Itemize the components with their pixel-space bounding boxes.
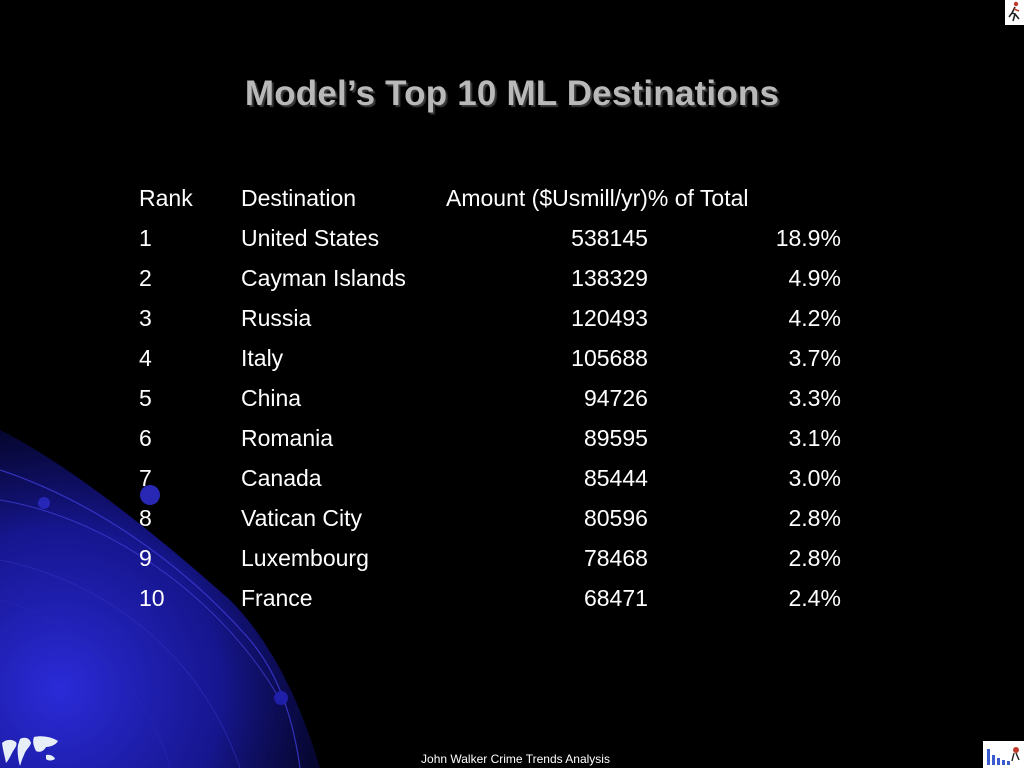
percent-cell: 2.8% [788, 544, 841, 571]
destinations-table: Rank Destination Amount ($Usmill/yr) % o… [139, 178, 841, 618]
rank-cell: 6 [139, 424, 152, 451]
percent-cell: 3.7% [788, 344, 841, 371]
amount-cell: 89595 [583, 424, 648, 451]
table-row: 8 Vatican City 80596 2.8% [139, 498, 841, 538]
percent-cell: 3.1% [788, 424, 841, 451]
amount-cell: 120493 [571, 304, 648, 331]
rank-cell: 2 [139, 264, 152, 291]
header-rank: Rank [139, 184, 193, 211]
destination-cell: Italy [241, 344, 284, 371]
destination-cell: Vatican City [241, 504, 363, 531]
rank-cell: 1 [139, 224, 152, 251]
rank-cell: 3 [139, 304, 152, 331]
rank-cell: 7 [139, 464, 152, 491]
running-figure-icon[interactable] [1005, 0, 1024, 25]
percent-cell: 18.9% [775, 224, 841, 251]
slide-footer: John Walker Crime Trends Analysis [421, 752, 610, 766]
table-row: 10 France 68471 2.4% [139, 578, 841, 618]
rank-cell: 8 [139, 504, 152, 531]
table-header-row: Rank Destination Amount ($Usmill/yr) % o… [139, 178, 841, 218]
destination-cell: Canada [241, 464, 322, 491]
table-row: 1 United States 538145 18.9% [139, 218, 841, 258]
percent-cell: 3.0% [788, 464, 841, 491]
rank-cell: 4 [139, 344, 152, 371]
amount-cell: 538145 [571, 224, 648, 251]
destination-cell: Russia [241, 304, 312, 331]
percent-cell: 4.2% [788, 304, 841, 331]
rank-cell: 5 [139, 384, 152, 411]
table-row: 6 Romania 89595 3.1% [139, 418, 841, 458]
percent-cell: 2.8% [788, 504, 841, 531]
amount-cell: 94726 [583, 384, 648, 411]
destination-cell: France [241, 584, 313, 611]
destination-cell: United States [241, 224, 380, 251]
amount-cell: 78468 [583, 544, 648, 571]
header-percent: % of Total [647, 184, 749, 211]
destination-cell: Luxembourg [241, 544, 369, 571]
table-row: 7 Canada 85444 3.0% [139, 458, 841, 498]
percent-cell: 2.4% [788, 584, 841, 611]
destination-cell: China [241, 384, 302, 411]
destination-cell: Cayman Islands [241, 264, 406, 291]
amount-cell: 85444 [583, 464, 648, 491]
header-amount: Amount ($Usmill/yr) [446, 184, 648, 211]
world-map-icon [2, 736, 58, 766]
header-destination: Destination [241, 184, 357, 211]
rank-cell: 10 [139, 584, 165, 611]
destination-cell: Romania [241, 424, 334, 451]
percent-cell: 4.9% [788, 264, 841, 291]
rank-cell: 9 [139, 544, 152, 571]
slide-title: Model’s Top 10 ML Destinations [244, 74, 780, 113]
table-row: 2 Cayman Islands 138329 4.9% [139, 258, 841, 298]
bar-chart-icon[interactable] [983, 741, 1024, 768]
percent-cell: 3.3% [788, 384, 841, 411]
table-row: 5 China 94726 3.3% [139, 378, 841, 418]
amount-cell: 138329 [571, 264, 648, 291]
table-row: 4 Italy 105688 3.7% [139, 338, 841, 378]
table-row: 9 Luxembourg 78468 2.8% [139, 538, 841, 578]
amount-cell: 105688 [571, 344, 648, 371]
amount-cell: 80596 [583, 504, 648, 531]
table-row: 3 Russia 120493 4.2% [139, 298, 841, 338]
amount-cell: 68471 [583, 584, 648, 611]
